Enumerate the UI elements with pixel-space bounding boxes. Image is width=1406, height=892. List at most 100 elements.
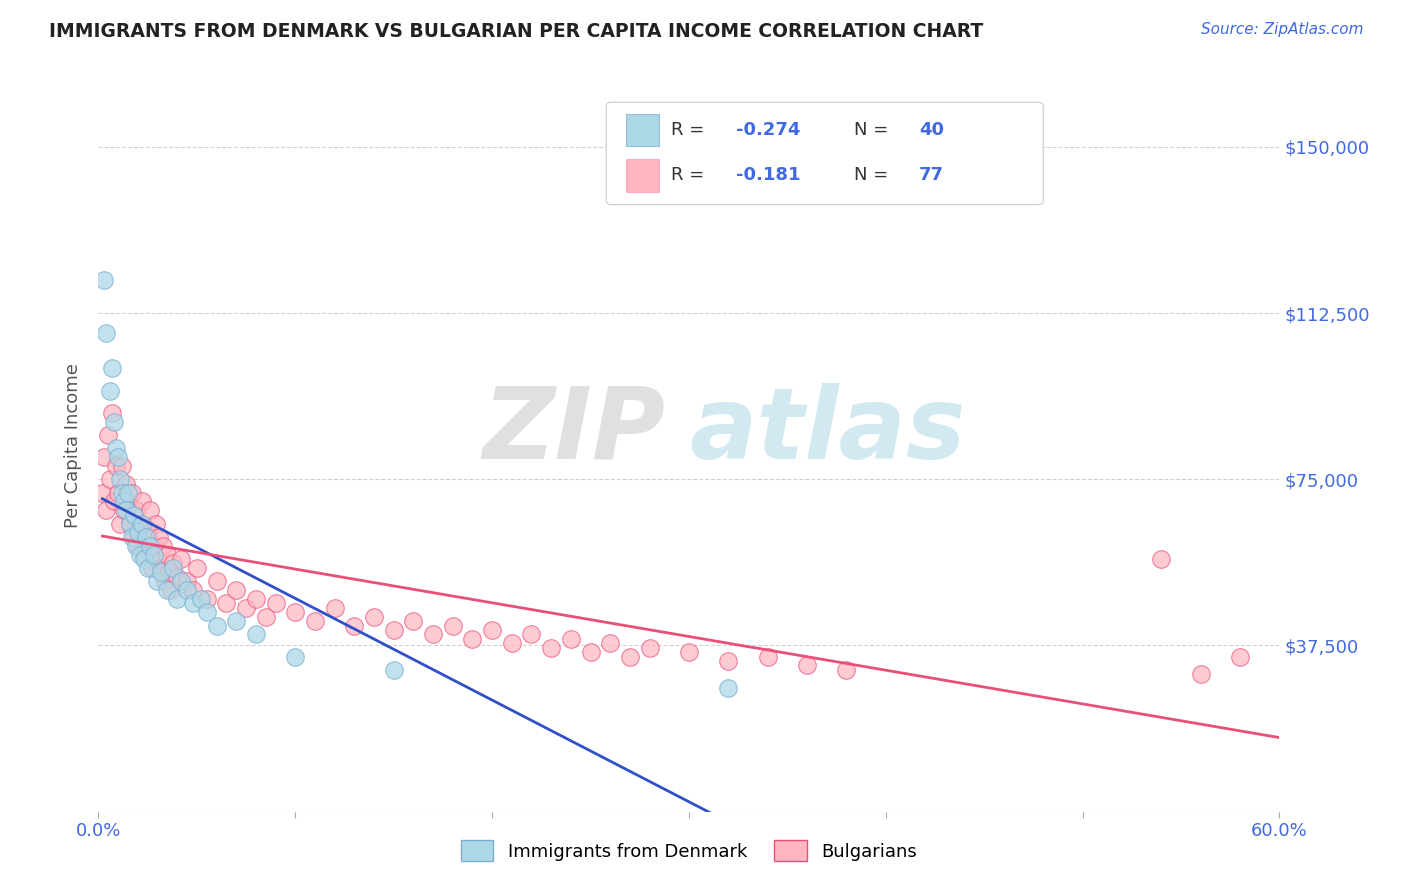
Point	[132, 552, 155, 566]
Point	[112, 494, 135, 508]
FancyBboxPatch shape	[626, 113, 659, 146]
Point	[136, 561, 159, 575]
Y-axis label: Per Capita Income: Per Capita Income	[65, 364, 83, 528]
Point	[146, 552, 169, 566]
Text: R =: R =	[671, 167, 710, 185]
Text: 77: 77	[920, 167, 945, 185]
Text: ZIP: ZIP	[482, 383, 665, 480]
Point	[284, 605, 307, 619]
Point	[121, 485, 143, 500]
Point	[835, 663, 858, 677]
Point	[146, 574, 169, 589]
Point	[186, 561, 208, 575]
Point	[441, 618, 464, 632]
Point	[135, 530, 157, 544]
FancyBboxPatch shape	[626, 159, 659, 192]
Point	[323, 600, 346, 615]
Point	[461, 632, 484, 646]
Legend: Immigrants from Denmark, Bulgarians: Immigrants from Denmark, Bulgarians	[454, 833, 924, 869]
Point	[128, 548, 150, 562]
Point	[540, 640, 562, 655]
Point	[155, 574, 177, 589]
Point	[105, 458, 128, 473]
Point	[1229, 649, 1251, 664]
Point	[382, 663, 405, 677]
Text: IMMIGRANTS FROM DENMARK VS BULGARIAN PER CAPITA INCOME CORRELATION CHART: IMMIGRANTS FROM DENMARK VS BULGARIAN PER…	[49, 22, 983, 41]
Point	[422, 627, 444, 641]
Point	[181, 596, 204, 610]
Point	[127, 525, 149, 540]
Point	[107, 450, 129, 464]
Point	[501, 636, 523, 650]
Point	[156, 548, 179, 562]
Point	[205, 618, 228, 632]
Point	[170, 574, 193, 589]
Point	[304, 614, 326, 628]
Text: N =: N =	[855, 167, 894, 185]
Point	[141, 561, 163, 575]
Point	[117, 494, 139, 508]
Point	[796, 658, 818, 673]
Point	[284, 649, 307, 664]
Point	[176, 583, 198, 598]
Point	[166, 570, 188, 584]
Point	[131, 494, 153, 508]
Point	[402, 614, 425, 628]
Point	[157, 566, 180, 580]
Point	[101, 361, 124, 376]
Point	[343, 618, 366, 632]
Point	[112, 503, 135, 517]
Point	[245, 627, 267, 641]
Point	[98, 384, 121, 398]
Point	[136, 530, 159, 544]
Point	[131, 516, 153, 531]
Point	[117, 485, 139, 500]
Point	[195, 591, 218, 606]
Point	[105, 441, 128, 455]
Point	[176, 574, 198, 589]
Text: 40: 40	[920, 121, 945, 139]
Point	[619, 649, 641, 664]
Point	[103, 415, 125, 429]
Point	[560, 632, 582, 646]
Text: atlas: atlas	[689, 383, 966, 480]
Point	[101, 406, 124, 420]
Point	[135, 521, 157, 535]
Point	[127, 539, 149, 553]
Point	[111, 485, 134, 500]
Text: R =: R =	[671, 121, 710, 139]
Point	[225, 583, 247, 598]
Point	[93, 450, 115, 464]
Point	[166, 591, 188, 606]
Point	[245, 591, 267, 606]
Text: N =: N =	[855, 121, 894, 139]
Point	[132, 548, 155, 562]
Point	[638, 640, 661, 655]
Point	[160, 583, 183, 598]
Point	[520, 627, 543, 641]
Point	[363, 609, 385, 624]
Point	[91, 485, 114, 500]
Point	[125, 503, 148, 517]
Point	[235, 600, 257, 615]
Point	[108, 472, 131, 486]
Point	[264, 596, 287, 610]
Point	[122, 530, 145, 544]
Point	[162, 561, 184, 575]
Point	[138, 539, 160, 553]
Point	[756, 649, 779, 664]
Text: Source: ZipAtlas.com: Source: ZipAtlas.com	[1201, 22, 1364, 37]
Point	[1150, 552, 1173, 566]
Point	[108, 516, 131, 531]
Point	[142, 539, 165, 553]
Point	[118, 516, 141, 531]
Point	[93, 273, 115, 287]
Point	[254, 609, 277, 624]
Point	[717, 654, 740, 668]
Text: -0.274: -0.274	[737, 121, 800, 139]
Point	[97, 428, 120, 442]
Point	[382, 623, 405, 637]
Point	[128, 516, 150, 531]
Point	[121, 530, 143, 544]
Point	[717, 681, 740, 695]
